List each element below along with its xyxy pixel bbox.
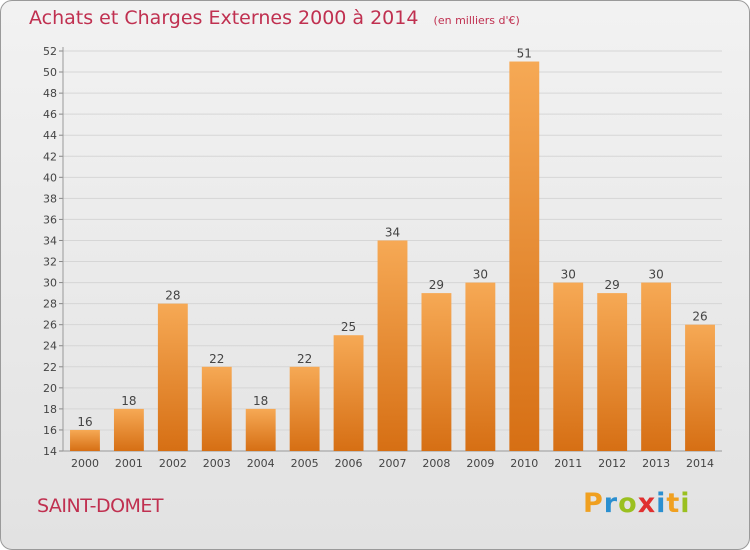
bar: [509, 61, 540, 452]
y-tick-label: 28: [43, 298, 57, 311]
bar: [157, 303, 188, 451]
title-row: Achats et Charges Externes 2000 à 2014 (…: [29, 7, 520, 29]
y-tick-label: 46: [43, 108, 57, 121]
chart-title: Achats et Charges Externes 2000 à 2014: [29, 7, 419, 29]
x-tick-label: 2006: [335, 457, 363, 470]
x-tick-label: 2005: [291, 457, 319, 470]
data-label: 18: [121, 394, 136, 408]
y-tick-label: 34: [43, 234, 57, 247]
logo-letter: i: [680, 488, 691, 519]
bar: [333, 335, 364, 451]
data-label: 22: [297, 352, 312, 366]
x-tick-label: 2007: [379, 457, 407, 470]
bar: [421, 293, 452, 451]
y-tick-label: 36: [43, 213, 57, 226]
bars: [70, 61, 715, 452]
data-label: 30: [648, 268, 663, 282]
axes: 14 16 18 20 22 24 26 28 30 32 34 36 38 40 42 44 46 48 50 52…: [43, 45, 722, 470]
y-tick-label: 50: [43, 66, 57, 79]
bar: [113, 408, 144, 451]
bar: [597, 293, 628, 451]
place-name: SAINT-DOMET: [37, 495, 164, 517]
x-tick-label: 2009: [466, 457, 494, 470]
data-label: 26: [692, 310, 707, 324]
bar: [553, 282, 584, 451]
bar: [201, 366, 232, 451]
logo-letter: P: [583, 488, 604, 519]
data-label: 30: [561, 268, 576, 282]
data-label: 25: [341, 320, 356, 334]
logo-letter: o: [618, 488, 638, 519]
proxiti-logo: Proxiti: [583, 488, 691, 519]
logo-letter: x: [637, 488, 657, 519]
y-tick-label: 48: [43, 87, 57, 100]
data-label: 22: [209, 352, 224, 366]
y-tick-label: 14: [43, 445, 57, 458]
data-label: 29: [429, 278, 444, 292]
y-tick-label: 26: [43, 319, 57, 332]
x-tick-label: 2011: [554, 457, 582, 470]
x-tick-label: 2008: [422, 457, 450, 470]
x-tick-label: 2014: [686, 457, 714, 470]
x-tick-label: 2012: [598, 457, 626, 470]
bar: [465, 282, 496, 451]
y-tick-label: 44: [43, 129, 57, 142]
y-tick-label: 42: [43, 150, 57, 163]
logo-letter: i: [656, 488, 667, 519]
bar: [70, 429, 100, 451]
data-label: 18: [253, 394, 268, 408]
y-tick-label: 24: [43, 340, 57, 353]
data-label: 30: [473, 268, 488, 282]
bar: [245, 408, 276, 451]
y-tick-label: 20: [43, 382, 57, 395]
logo-letter: r: [603, 488, 619, 519]
data-label: 28: [165, 289, 180, 303]
y-tick-label: 52: [43, 45, 57, 58]
x-tick-label: 2000: [71, 457, 99, 470]
y-tick-label: 32: [43, 256, 57, 269]
chart-subtitle: (en milliers d'€): [433, 14, 520, 27]
y-tick-label: 38: [43, 192, 57, 205]
x-tick-label: 2002: [159, 457, 187, 470]
bar: [377, 240, 408, 451]
y-tick-label: 40: [43, 171, 57, 184]
data-label: 29: [605, 278, 620, 292]
x-tick-label: 2003: [203, 457, 231, 470]
bar: [289, 366, 320, 451]
bar: [641, 282, 672, 451]
y-tick-label: 22: [43, 361, 57, 374]
data-labels: 16 18 28 22 18 22 25 34 29 30 51 30 29 30 26: [77, 47, 707, 429]
x-tick-label: 2013: [642, 457, 670, 470]
x-tick-label: 2004: [247, 457, 275, 470]
x-tick-label: 2001: [115, 457, 143, 470]
data-label: 51: [517, 47, 532, 61]
y-tick-label: 18: [43, 403, 57, 416]
y-tick-label: 16: [43, 424, 57, 437]
logo-letter: t: [666, 488, 681, 519]
y-tick-label: 30: [43, 277, 57, 290]
x-tick-label: 2010: [510, 457, 538, 470]
bar: [685, 324, 715, 451]
data-label: 34: [385, 225, 400, 239]
data-label: 16: [77, 415, 92, 429]
